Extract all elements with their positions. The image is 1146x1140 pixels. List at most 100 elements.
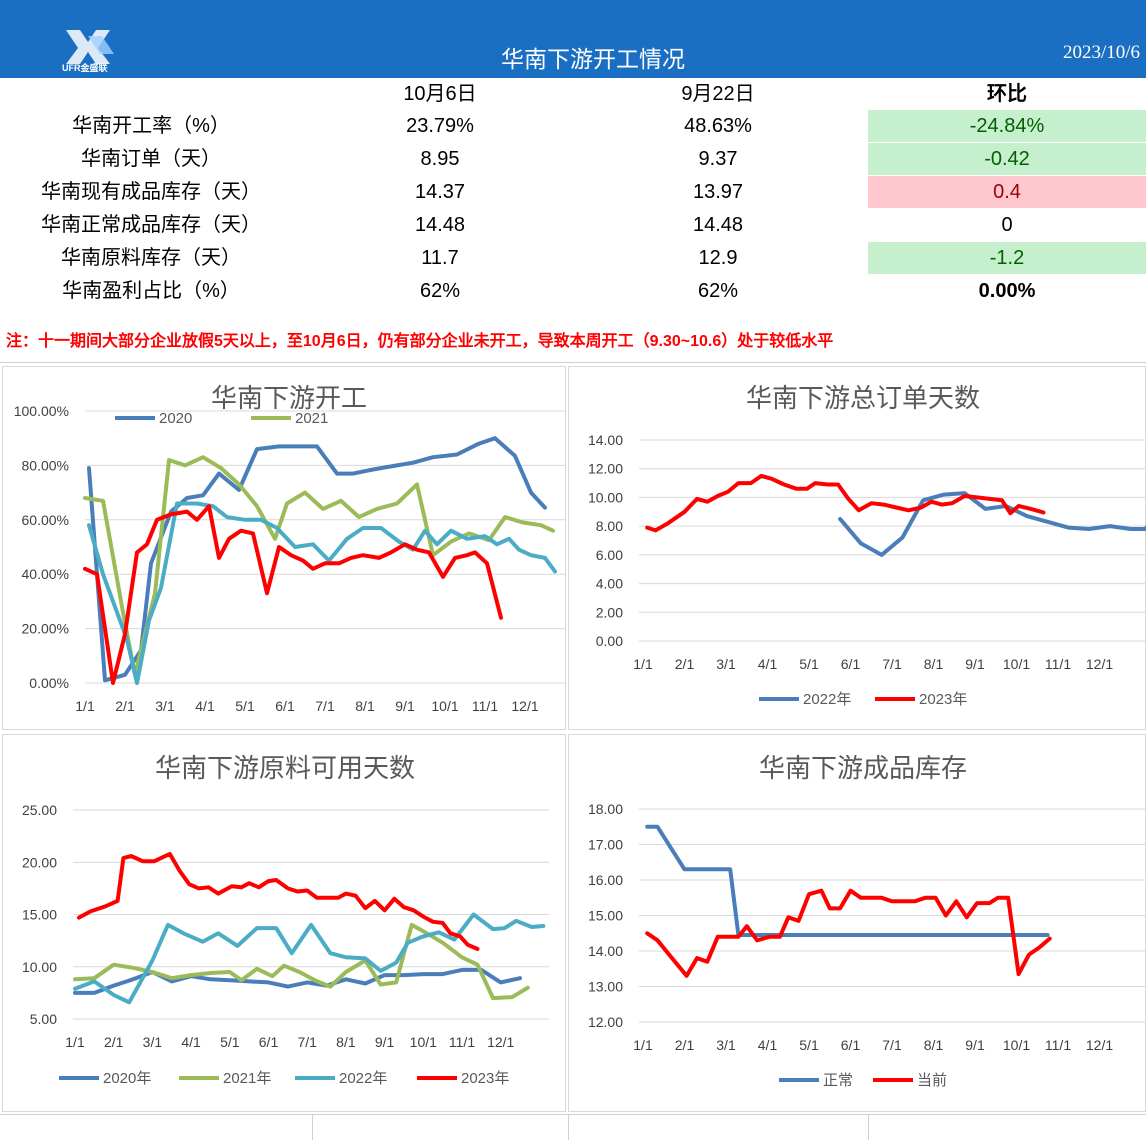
- value-previous: 14.48: [692, 214, 744, 236]
- x-tick-label: 8/1: [924, 656, 944, 672]
- chart-title: 华南下游成品库存: [759, 753, 967, 783]
- y-tick-label: 10.00: [22, 959, 57, 975]
- x-tick-label: 4/1: [758, 656, 778, 672]
- value-change: -24.84%: [868, 110, 1146, 142]
- legend-label: 2021: [295, 410, 328, 427]
- x-tick-label: 9/1: [965, 1037, 985, 1053]
- x-tick-label: 12/1: [1086, 1037, 1113, 1053]
- legend-label: 2021年: [223, 1070, 271, 1087]
- value-previous: 13.97: [692, 181, 744, 203]
- value-current: 8.95: [420, 148, 460, 170]
- x-tick-label: 4/1: [195, 698, 215, 714]
- value-previous: 48.63%: [684, 115, 752, 137]
- logo-text: UFR金盛联: [62, 62, 108, 72]
- legend-label: 2023年: [461, 1070, 509, 1087]
- series-line: [645, 824, 1050, 937]
- x-tick-label: 2/1: [675, 1037, 695, 1053]
- row-label: 华南现有成品库存（天）: [41, 181, 261, 203]
- series-line: [83, 504, 503, 685]
- chart-raw-material: 华南下游原料可用天数 5.00 10.00 15.00 20.00 25.00 1/1 2/1…: [22, 753, 549, 1087]
- x-tick-label: 11/1: [1045, 1037, 1071, 1053]
- legend-label: 2022年: [803, 691, 851, 708]
- x-tick-label: 9/1: [375, 1034, 395, 1050]
- series-line: [645, 888, 1052, 978]
- x-tick-label: 6/1: [275, 698, 295, 714]
- divider: [312, 1114, 313, 1140]
- series-line: [87, 436, 547, 683]
- row-label: 华南开工率（%）: [72, 115, 230, 137]
- divider: [868, 1114, 869, 1140]
- chart-finished-inventory: 华南下游成品库存 12.00 13.00 14.00 15.00 16.00 17.00 18…: [588, 753, 1146, 1089]
- series-line: [838, 491, 1146, 557]
- y-tick-label: 13.00: [588, 979, 623, 995]
- y-tick-label: 16.00: [588, 872, 623, 888]
- value-change: -1.2: [868, 242, 1146, 274]
- y-tick-label: 0.00%: [29, 675, 69, 691]
- x-tick-label: 5/1: [799, 1037, 819, 1053]
- x-tick-label: 8/1: [336, 1034, 356, 1050]
- x-tick-label: 6/1: [841, 656, 861, 672]
- x-tick-label: 10/1: [410, 1034, 437, 1050]
- x-tick-label: 3/1: [716, 1037, 736, 1053]
- value-change: 0.4: [868, 176, 1146, 208]
- series-line: [73, 912, 546, 1005]
- x-tick-label: 1/1: [633, 1037, 653, 1053]
- y-tick-label: 20.00: [22, 854, 57, 870]
- legend-label: 2022年: [339, 1070, 387, 1087]
- value-current: 14.37: [414, 181, 466, 203]
- x-tick-label: 12/1: [1086, 656, 1113, 672]
- x-tick-label: 11/1: [472, 698, 498, 714]
- legend-label: 2023年: [919, 691, 967, 708]
- company-logo-icon: UFR金盛联: [62, 30, 114, 72]
- legend-label: 正常: [823, 1072, 853, 1089]
- y-tick-label: 17.00: [588, 837, 623, 853]
- y-tick-label: 4.00: [596, 576, 623, 592]
- x-tick-label: 9/1: [965, 656, 985, 672]
- legend-label: 2020年: [103, 1070, 151, 1087]
- y-tick-label: 14.00: [588, 943, 623, 959]
- y-tick-label: 18.00: [588, 801, 623, 817]
- col-header-change: 环比: [987, 83, 1027, 105]
- x-tick-label: 2/1: [675, 656, 695, 672]
- value-change: 0: [1001, 214, 1013, 236]
- series-line: [76, 851, 480, 951]
- chart-title: 华南下游原料可用天数: [155, 753, 415, 783]
- row-label: 华南订单（天）: [81, 148, 221, 170]
- y-tick-label: 25.00: [22, 802, 57, 818]
- x-tick-label: 10/1: [1003, 656, 1030, 672]
- y-tick-label: 5.00: [30, 1011, 57, 1027]
- x-tick-label: 11/1: [449, 1034, 475, 1050]
- value-current: 23.79%: [406, 115, 474, 137]
- y-tick-label: 12.00: [588, 1014, 623, 1030]
- value-change: -0.42: [868, 143, 1146, 175]
- x-tick-label: 3/1: [143, 1034, 163, 1050]
- divider: [0, 362, 1146, 363]
- series-line: [645, 473, 1046, 533]
- page-title: 华南下游开工情况: [501, 46, 685, 72]
- row-label: 华南正常成品库存（天）: [41, 214, 261, 236]
- x-tick-label: 5/1: [235, 698, 255, 714]
- y-tick-label: 60.00%: [22, 512, 69, 528]
- x-tick-label: 10/1: [1003, 1037, 1030, 1053]
- chart-order-days: 华南下游总订单天数 0.00 2.00 4.00 6.00 8.00 10.00 12.00 1…: [588, 383, 1146, 708]
- x-tick-label: 2/1: [104, 1034, 124, 1050]
- chart-panel-operating-rate: 华南下游开工 0.00% 20.00% 40.00% 60.00% 80.00% 100.0…: [2, 366, 566, 730]
- x-tick-label: 12/1: [511, 698, 538, 714]
- x-tick-label: 8/1: [355, 698, 375, 714]
- x-tick-label: 3/1: [716, 656, 736, 672]
- x-tick-label: 4/1: [181, 1034, 201, 1050]
- x-tick-label: 7/1: [297, 1034, 317, 1050]
- chart-title: 华南下游总订单天数: [746, 383, 980, 413]
- x-tick-label: 1/1: [633, 656, 653, 672]
- x-tick-label: 8/1: [924, 1037, 944, 1053]
- legend-label: 当前: [917, 1072, 947, 1089]
- row-label: 华南盈利占比（%）: [62, 280, 240, 302]
- x-tick-label: 1/1: [65, 1034, 85, 1050]
- chart-title: 华南下游开工: [211, 383, 367, 413]
- y-tick-label: 15.00: [588, 908, 623, 924]
- x-tick-label: 6/1: [841, 1037, 861, 1053]
- y-tick-label: 40.00%: [22, 566, 69, 582]
- col-header-previous: 9月22日: [681, 83, 755, 105]
- header-bar: UFR金盛联 华南下游开工情况 2023/10/6: [0, 0, 1146, 78]
- x-tick-label: 7/1: [882, 656, 902, 672]
